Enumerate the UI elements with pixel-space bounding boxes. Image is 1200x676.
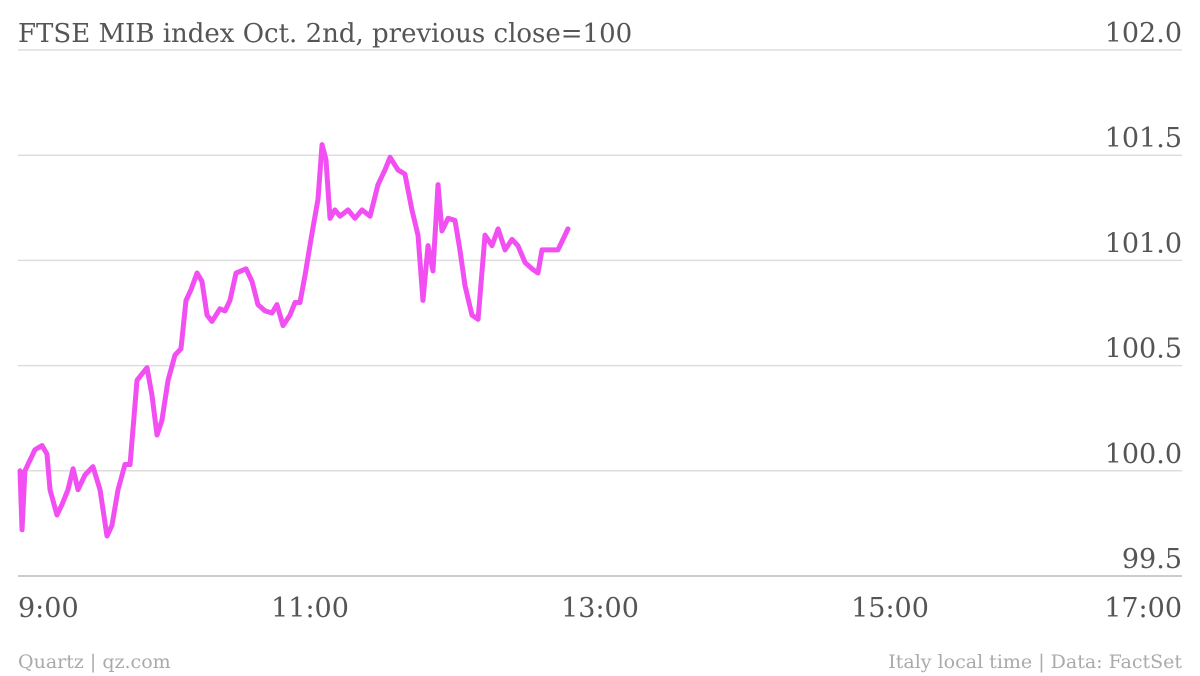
series-line [17, 142, 571, 539]
y-tick-label: 100.5 [1105, 334, 1182, 365]
x-tick-label: 9:00 [18, 593, 79, 624]
x-tick-label: 11:00 [271, 593, 349, 624]
y-tick-label: 100.0 [1105, 439, 1182, 470]
x-tick-label: 13:00 [561, 593, 639, 624]
y-tick-label: 102.0 [1105, 18, 1182, 49]
y-tick-label: 101.0 [1105, 228, 1182, 259]
x-tick-label: 17:00 [1104, 593, 1182, 624]
chart-title: FTSE MIB index Oct. 2nd, previous close=… [18, 19, 632, 49]
y-tick-label: 101.5 [1105, 123, 1182, 154]
source: Italy local time | Data: FactSet [888, 651, 1182, 673]
x-tick-label: 15:00 [851, 593, 929, 624]
y-tick-label: 99.5 [1122, 544, 1182, 575]
credit: Quartz | qz.com [18, 651, 171, 673]
